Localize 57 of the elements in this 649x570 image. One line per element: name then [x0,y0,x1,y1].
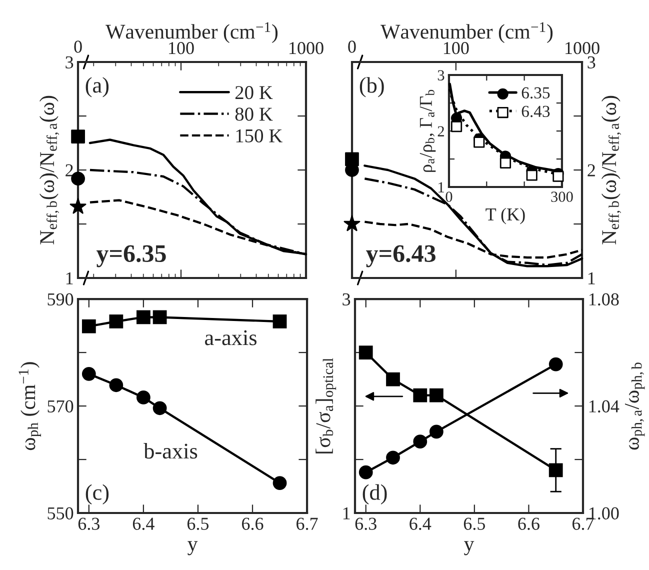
y2-tick-label: 1 [588,272,595,284]
x-tick-label: 100 [444,42,469,54]
y2-axis-title: N$_{eff,b}$(ω)/N$_{eff,a}$(ω) [601,96,622,244]
x-tick-label: 0 [446,192,452,202]
annotation: y=6.43 [366,245,436,268]
x-tick-label: 6.4 [410,518,432,530]
y2-tick-label: 1.04 [589,400,620,413]
y-tick-label: 3 [438,70,444,80]
x-tick-label: 6.4 [132,518,154,530]
y-axis-title: ρ$_{a}$/ρ$_{b}$, Γ$_{a}$/Γ$_{b}$ [420,90,436,172]
x-tick-label: 0 [74,40,82,53]
x-tick-label: 6.5 [464,518,486,530]
y-tick-label: 550 [48,507,74,520]
x-axis-title: y [464,541,474,556]
x-axis-title: Wavenumber (cm$^{−1}$) [106,22,278,43]
legend-label: 150 K [236,129,282,142]
x-tick-label: 6.3 [78,518,100,530]
annotation: a-axis [205,330,256,346]
annotation: (a) [86,77,109,98]
y-axis-title: ω$_{ph}$ (cm$^{−1}$) [18,362,41,450]
x-tick-label: 300 [551,192,573,202]
x-tick-label: 6.6 [518,518,540,530]
annotation: (b) [360,77,384,98]
y2-tick-label: 2 [588,164,595,176]
y-tick-label: 570 [48,400,74,412]
x-tick-label: 1000 [566,42,600,54]
x-tick-label: 6.6 [242,518,264,530]
y2-tick-label: 1.08 [589,293,619,306]
y-tick-label: 2 [438,126,444,136]
x-tick-label: 100 [169,42,194,54]
x-tick-label: 6.5 [187,518,209,530]
x-axis-title: Wavenumber (cm$^{−1}$) [380,22,553,43]
annotation: (d) [362,484,387,504]
y-tick-label: 2 [66,164,73,176]
x-axis-title: y [188,541,198,556]
y-tick-label: 3 [66,56,74,68]
legend-label: 6.43 [522,106,550,118]
y-tick-label: 1 [66,272,73,284]
annotation: y=6.35 [96,245,166,268]
y-axis-title: N$_{eff,b}$(ω)/N$_{eff,a}$(ω) [39,96,60,244]
x-tick-label: 1000 [290,42,324,54]
annotation: (c) [86,484,109,504]
y2-tick-label: 3 [588,56,596,68]
x-tick-label: 6.7 [296,518,318,530]
legend-label: 20 K [235,86,273,100]
x-axis-title: T (K) [486,208,525,224]
y2-axis-title: ω$_{ph,a}$/ω$_{ph,b}$ [625,362,645,450]
legend-label: 6.35 [522,87,550,99]
y-axis-title: [σ$_{b}$/σ$_{a}$]$_{optical}$ [316,358,336,454]
y-tick-label: 1 [438,182,444,192]
annotation: b-axis [144,443,198,459]
x-tick-label: 0 [348,40,356,53]
y-tick-label: 590 [48,293,74,306]
x-tick-label: 6.7 [572,518,594,530]
y2-tick-label: 1.00 [589,507,619,520]
legend-label: 80 K [235,108,273,121]
x-tick-label: 6.3 [355,518,376,530]
